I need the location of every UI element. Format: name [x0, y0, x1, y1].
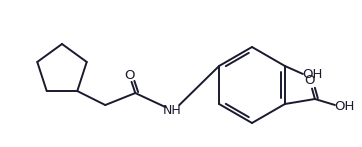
- Text: O: O: [124, 69, 135, 82]
- Text: OH: OH: [303, 69, 323, 81]
- Text: OH: OH: [335, 100, 355, 112]
- Text: NH: NH: [163, 103, 182, 117]
- Text: O: O: [305, 75, 315, 87]
